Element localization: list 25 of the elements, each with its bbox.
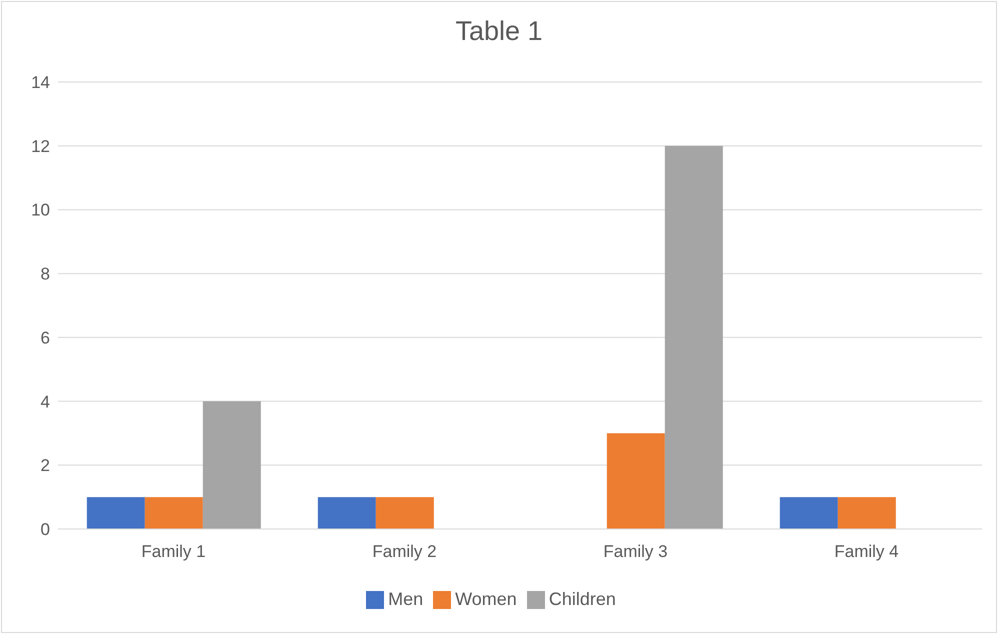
bar: [838, 497, 896, 529]
y-tick-label: 0: [40, 520, 50, 540]
legend-label: Women: [455, 589, 517, 609]
x-tick-label: Family 3: [603, 542, 668, 562]
y-tick-label: 4: [40, 392, 50, 412]
bar: [144, 497, 203, 529]
y-tick-label: 12: [31, 136, 50, 156]
bar: [780, 497, 838, 529]
bar: [606, 433, 665, 529]
x-tick-label: Family 1: [141, 542, 206, 562]
y-tick-label: 10: [31, 200, 50, 220]
bar: [664, 146, 723, 529]
y-tick-label: 8: [40, 264, 50, 284]
y-tick-label: 6: [40, 328, 50, 348]
y-tick-label: 14: [31, 73, 50, 92]
legend-label: Children: [548, 589, 616, 609]
bar: [376, 497, 434, 529]
x-tick-label: Family 2: [372, 542, 437, 562]
bar: [86, 497, 145, 529]
legend-label: Men: [388, 589, 424, 609]
chart-title: Table 1: [454, 16, 544, 47]
y-tick-label: 2: [40, 456, 50, 476]
bar: [318, 497, 376, 529]
bar: [202, 401, 261, 529]
x-tick-label: Family 4: [834, 542, 899, 562]
